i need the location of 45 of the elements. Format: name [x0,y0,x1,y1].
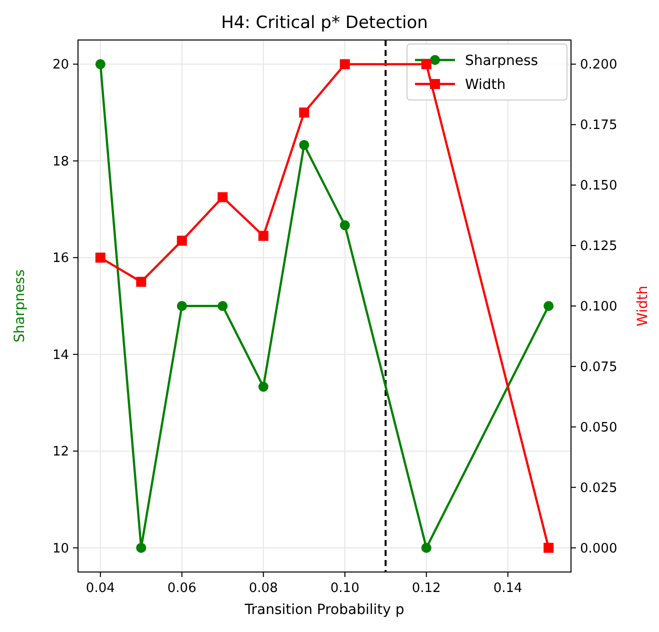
point [421,59,432,70]
y2-tick-label: 0.050 [580,420,618,436]
point [299,140,310,150]
y2-tick-label: 0.100 [580,300,618,315]
y-tick-label: 18 [52,154,69,170]
x-tick-label: 0.10 [330,581,360,596]
point [544,301,554,311]
legend-label: Width [465,76,506,93]
y-tick-label: 14 [52,348,69,363]
y2-tick-label: 0.150 [580,178,618,194]
x-tick-label: 0.06 [167,581,196,596]
y-tick-label: 16 [52,251,69,266]
x-tick-label: 0.14 [493,581,522,596]
y2-tick-label: 0.000 [580,541,618,556]
point [95,252,106,263]
legend-label: Sharpness [465,52,538,69]
y2-tick-label: 0.075 [580,360,618,376]
x-tick-label: 0.08 [248,581,278,596]
y2-tick-label: 0.125 [580,239,618,254]
y-tick-label: 12 [52,444,69,460]
point [218,301,228,311]
point [136,542,146,553]
x-tick-label: 0.04 [86,581,115,596]
point [340,59,350,70]
y2-tick-label: 0.025 [580,480,618,496]
x-tick-label: 0.12 [412,581,441,596]
point [176,236,187,246]
chart-title: H4: Critical p* Detection [221,13,428,33]
y-tick-label: 20 [52,58,69,73]
y2-tick-label: 0.200 [580,58,618,73]
x-axis-title: Transition Probability p [244,602,404,618]
point [176,301,187,311]
point [544,542,554,553]
y2-tick-label: 0.175 [580,118,618,134]
point [258,230,268,241]
point [136,276,146,287]
point [95,59,106,70]
y2-axis-title: Width [635,286,651,326]
y-tick-label: 10 [52,541,69,556]
point [340,220,350,230]
point [258,382,268,392]
point [421,542,432,553]
point [299,108,310,118]
y-axis-title: Sharpness [12,269,28,343]
point [218,192,228,202]
